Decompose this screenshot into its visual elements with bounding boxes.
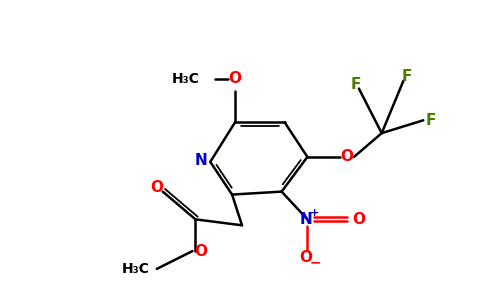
Text: +: + [310, 208, 319, 218]
Text: O: O [352, 212, 365, 227]
Text: H₃C: H₃C [172, 72, 199, 86]
Text: F: F [401, 69, 412, 84]
Text: O: O [341, 149, 353, 164]
Text: O: O [299, 250, 312, 265]
Text: −: − [309, 255, 321, 269]
Text: O: O [228, 71, 242, 86]
Text: N: N [300, 212, 313, 227]
Text: H₃C: H₃C [122, 262, 150, 276]
Text: N: N [195, 153, 208, 168]
Text: F: F [351, 77, 361, 92]
Text: F: F [426, 113, 437, 128]
Text: O: O [151, 180, 163, 195]
Text: O: O [194, 244, 207, 259]
